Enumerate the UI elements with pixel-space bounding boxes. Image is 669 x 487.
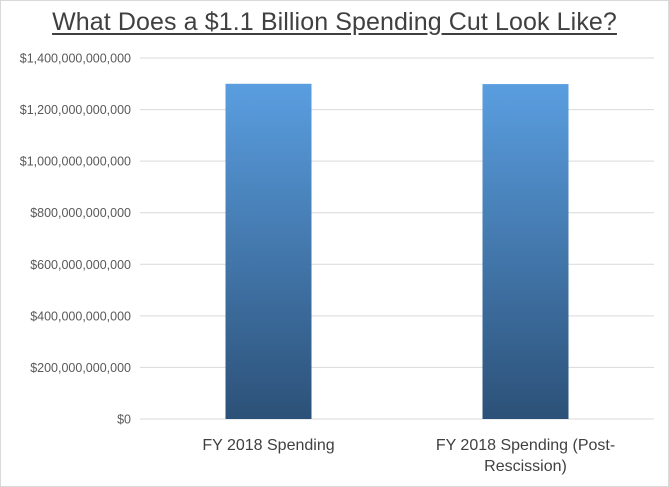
y-tick-label: $0	[117, 413, 131, 427]
bars	[225, 83, 569, 420]
y-tick-label: $400,000,000,000	[30, 309, 131, 323]
gridlines	[140, 57, 654, 420]
bar	[225, 83, 312, 420]
x-axis-category-labels: FY 2018 Spending FY 2018 Spending (Post-R…	[202, 437, 615, 475]
y-tick-label: $200,000,000,000	[30, 361, 131, 375]
y-tick-label: $1,400,000,000,000	[20, 52, 131, 66]
x-category-label: FY 2018 Spending	[202, 437, 334, 454]
x-category-label: FY 2018 Spending (Post-Rescission)	[436, 437, 615, 475]
y-axis-tick-labels: $0 $200,000,000,000 $400,000,000,000 $600,0…	[20, 52, 131, 427]
y-tick-label: $600,000,000,000	[30, 258, 131, 272]
y-tick-label: $1,000,000,000,000	[20, 155, 131, 169]
y-tick-label: $1,200,000,000,000	[20, 103, 131, 117]
bar	[482, 84, 569, 419]
y-tick-label: $800,000,000,000	[30, 206, 131, 220]
chart-title: What Does a $1.1 Billion Spending Cut Lo…	[52, 8, 617, 36]
